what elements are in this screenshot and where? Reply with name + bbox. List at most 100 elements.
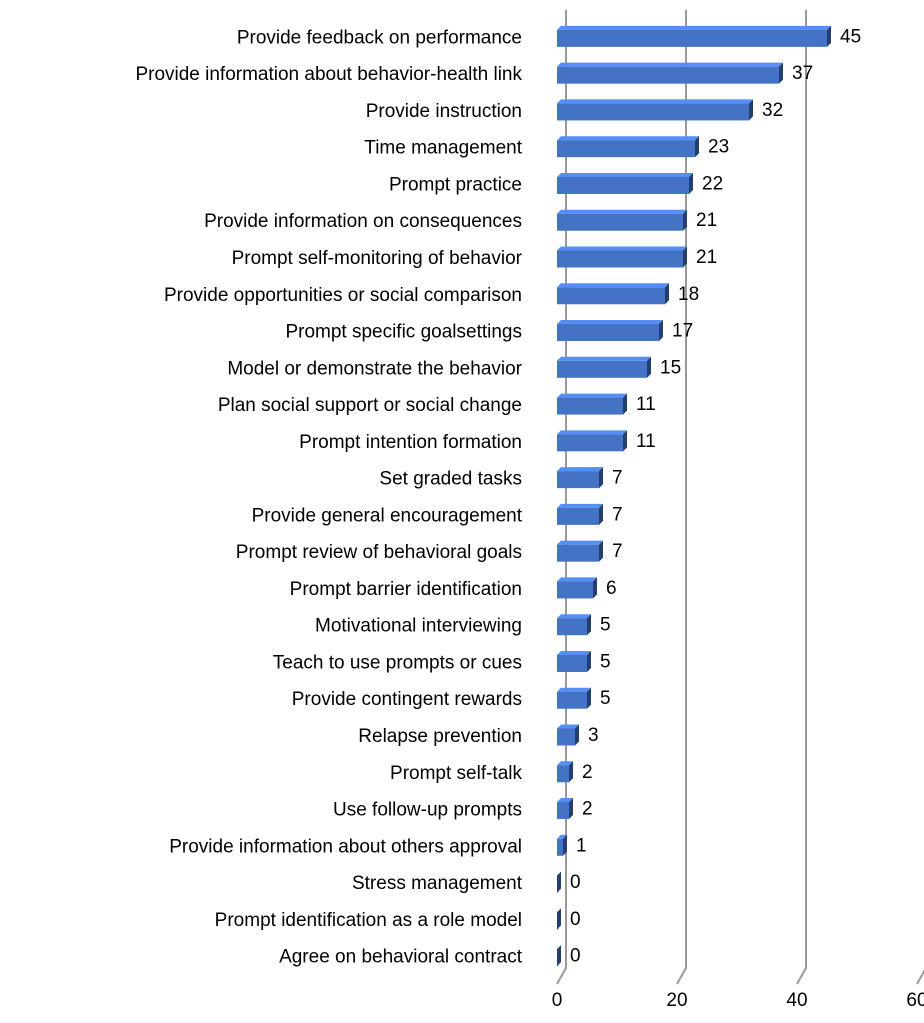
bar-front xyxy=(557,360,647,378)
data-label: 7 xyxy=(612,468,623,489)
bar xyxy=(557,614,591,636)
bar-side xyxy=(557,908,561,930)
data-label: 2 xyxy=(582,762,593,783)
bar-front xyxy=(557,176,689,194)
bar-front xyxy=(557,250,683,268)
bar-side xyxy=(623,430,627,452)
bar-top xyxy=(557,62,783,67)
category-label: Agree on behavioral contract xyxy=(279,947,523,968)
bar-front xyxy=(557,507,599,525)
data-label: 0 xyxy=(570,946,581,967)
bar-front xyxy=(557,544,599,562)
bar-side xyxy=(557,871,561,893)
data-label: 11 xyxy=(636,394,656,415)
category-label: Provide contingent rewards xyxy=(292,689,522,710)
bar-side xyxy=(623,393,627,415)
category-label: Provide information on consequences xyxy=(204,211,522,232)
category-label: Provide information about behavior-healt… xyxy=(135,64,522,85)
bar-top xyxy=(557,503,603,508)
data-label: 17 xyxy=(672,321,693,342)
data-label: 0 xyxy=(570,909,581,930)
bar-front xyxy=(557,434,623,452)
category-label: Plan social support or social change xyxy=(218,395,522,416)
bar xyxy=(557,761,573,783)
data-label: 22 xyxy=(702,173,723,194)
data-label: 7 xyxy=(612,541,623,562)
data-label: 15 xyxy=(660,357,681,378)
bar-side xyxy=(569,798,573,820)
bar-top xyxy=(557,430,627,435)
x-tick-label: 60 xyxy=(906,990,924,1011)
bar xyxy=(557,467,603,489)
bar-front xyxy=(557,140,695,158)
grid-line xyxy=(796,10,807,985)
bar-side xyxy=(557,945,561,967)
bar-side xyxy=(587,650,591,672)
bar xyxy=(557,577,597,599)
bar-front xyxy=(557,213,683,231)
bar-top xyxy=(557,798,573,803)
data-label: 11 xyxy=(636,431,656,452)
bar xyxy=(557,246,687,268)
category-label: Provide general encouragement xyxy=(252,505,523,526)
bar xyxy=(557,430,627,452)
bar-top xyxy=(557,246,687,251)
grid-line xyxy=(676,10,687,985)
bar-top xyxy=(557,136,699,141)
bar-side xyxy=(695,136,699,158)
data-label: 2 xyxy=(582,799,593,820)
bar-side xyxy=(683,209,687,231)
data-label: 5 xyxy=(600,651,611,672)
bar-side xyxy=(599,540,603,562)
bar xyxy=(557,945,561,967)
bar-side xyxy=(683,246,687,268)
bar-front xyxy=(557,324,659,342)
bar-front xyxy=(557,66,779,84)
category-label: Provide information about others approva… xyxy=(169,836,522,857)
bar-top xyxy=(557,834,567,839)
bar-top xyxy=(557,283,669,288)
bar-front xyxy=(557,654,587,672)
data-label: 45 xyxy=(840,26,861,47)
bar-front xyxy=(557,103,749,121)
category-label: Prompt intention formation xyxy=(299,432,522,453)
category-label: Prompt self-talk xyxy=(390,763,522,784)
bar-side xyxy=(587,614,591,636)
data-label: 5 xyxy=(600,688,611,709)
bar xyxy=(557,136,699,158)
bar xyxy=(557,834,567,856)
bar-side xyxy=(599,503,603,525)
bar-front xyxy=(557,691,587,709)
bar-front xyxy=(557,728,575,746)
bar xyxy=(557,540,603,562)
data-label: 6 xyxy=(606,578,617,599)
data-label: 21 xyxy=(696,210,717,231)
bar-side xyxy=(665,283,669,305)
category-label: Stress management xyxy=(352,873,523,894)
bar-top xyxy=(557,540,603,545)
bar xyxy=(557,503,603,525)
data-label: 23 xyxy=(708,137,729,158)
bar-side xyxy=(575,724,579,746)
category-label: Prompt specific goalsettings xyxy=(285,322,522,343)
bar-top xyxy=(557,356,651,361)
data-label: 5 xyxy=(600,615,611,636)
bar-front xyxy=(557,802,569,820)
data-label: 37 xyxy=(792,63,813,84)
bar-side xyxy=(827,25,831,47)
category-label: Prompt identification as a role model xyxy=(215,910,522,931)
bar-top xyxy=(557,25,831,30)
bar xyxy=(557,650,591,672)
x-tick-label: 40 xyxy=(786,990,807,1011)
bar-side xyxy=(593,577,597,599)
x-tick-label: 0 xyxy=(552,990,563,1011)
bar-top xyxy=(557,393,627,398)
bar-top xyxy=(557,724,579,729)
category-label: Prompt practice xyxy=(389,174,522,195)
bar-top xyxy=(557,577,597,582)
bar-front xyxy=(557,765,569,783)
bar-front xyxy=(557,618,587,636)
bar-side xyxy=(569,761,573,783)
category-label: Use follow-up prompts xyxy=(333,800,522,821)
category-label: Relapse prevention xyxy=(358,726,522,747)
